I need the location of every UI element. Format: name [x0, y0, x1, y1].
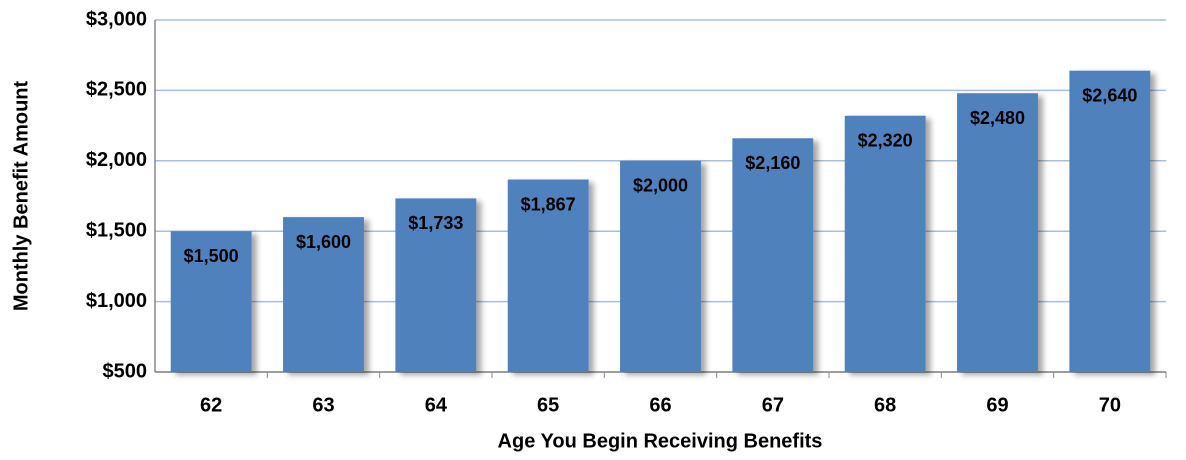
y-tick-label: $3,000 [86, 8, 147, 30]
value-label: $1,600 [296, 232, 351, 252]
x-tick-label: 70 [1099, 394, 1121, 416]
y-tick-label: $2,000 [86, 149, 147, 171]
bar [620, 160, 701, 372]
x-tick-label: 64 [425, 394, 448, 416]
y-tick-label: $1,000 [86, 290, 147, 312]
x-tick-label: 63 [312, 394, 334, 416]
x-tick-label: 67 [762, 394, 784, 416]
value-label: $1,867 [521, 194, 576, 214]
value-label: $2,000 [633, 176, 688, 196]
value-label: $2,160 [745, 153, 800, 173]
y-tick-label: $500 [103, 360, 148, 382]
bar [844, 115, 926, 372]
value-label: $2,640 [1082, 85, 1137, 105]
bar [1069, 70, 1151, 373]
value-label: $1,500 [184, 246, 239, 266]
x-tick-label: 65 [537, 394, 559, 416]
value-label: $1,733 [408, 213, 463, 233]
bar [170, 231, 252, 372]
value-label: $2,480 [970, 108, 1025, 128]
x-axis-title: Age You Begin Receiving Benefits [498, 430, 823, 452]
x-tick-label: 66 [649, 394, 671, 416]
x-tick-label: 62 [200, 394, 222, 416]
y-axis-title: Monthly Benefit Amount [10, 80, 32, 311]
x-tick-label: 68 [874, 394, 896, 416]
y-tick-label: $2,500 [86, 79, 147, 101]
bar [283, 217, 364, 372]
y-tick-label: $1,500 [86, 219, 147, 241]
bar [957, 93, 1038, 372]
bar [395, 198, 477, 372]
bar [732, 138, 814, 372]
bar [507, 179, 589, 372]
x-tick-label: 69 [986, 394, 1008, 416]
value-label: $2,320 [858, 130, 913, 150]
